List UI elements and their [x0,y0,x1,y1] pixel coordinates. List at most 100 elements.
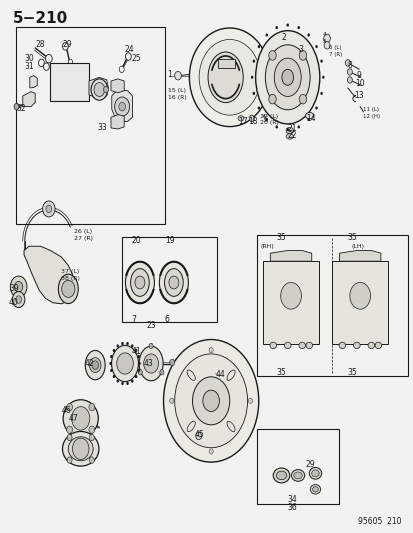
Circle shape [138,362,140,365]
Circle shape [344,60,349,66]
Ellipse shape [63,400,98,437]
Ellipse shape [367,342,374,349]
Text: 35: 35 [347,233,357,241]
Circle shape [265,118,267,121]
Ellipse shape [159,262,188,303]
Circle shape [43,201,55,217]
Text: 2: 2 [281,33,285,42]
Circle shape [323,42,329,49]
Text: 95605  210: 95605 210 [357,517,401,526]
Text: 15 (L): 15 (L) [167,88,185,93]
Circle shape [131,379,133,383]
Ellipse shape [125,262,154,303]
Circle shape [138,370,142,375]
Circle shape [315,45,317,48]
Ellipse shape [68,437,93,461]
Text: 10: 10 [354,79,364,88]
Polygon shape [112,91,132,122]
Bar [218,59,234,68]
Circle shape [249,115,254,122]
Circle shape [135,276,145,289]
Text: 7 (R): 7 (R) [328,52,342,57]
Text: 18: 18 [248,117,257,126]
Text: 17: 17 [237,117,247,126]
Circle shape [67,434,72,441]
Text: 36: 36 [287,503,297,512]
Polygon shape [89,77,108,99]
Circle shape [315,107,317,110]
Circle shape [174,354,247,448]
Circle shape [16,296,21,303]
Text: 5: 5 [322,39,326,44]
Circle shape [209,449,213,454]
Ellipse shape [311,470,318,477]
Ellipse shape [281,69,293,85]
Ellipse shape [298,342,305,349]
Circle shape [149,343,153,349]
Circle shape [46,205,52,213]
Circle shape [252,60,254,63]
Ellipse shape [310,484,320,494]
Ellipse shape [309,467,321,479]
Circle shape [12,292,25,308]
Circle shape [103,86,108,93]
Text: 35: 35 [276,233,286,241]
Ellipse shape [111,345,138,382]
Text: 35: 35 [276,368,286,376]
Circle shape [265,34,267,37]
Ellipse shape [255,31,319,124]
Circle shape [89,358,101,373]
Text: 30: 30 [24,54,34,63]
Circle shape [280,282,301,309]
Polygon shape [111,115,124,129]
Text: 20: 20 [131,237,141,245]
Circle shape [92,361,98,369]
Circle shape [43,63,49,70]
Circle shape [174,71,181,80]
Text: 24: 24 [124,45,133,53]
Circle shape [110,369,112,372]
Text: 6 (L): 6 (L) [328,45,341,51]
Ellipse shape [85,351,105,379]
Polygon shape [270,251,311,261]
Ellipse shape [305,342,312,349]
Text: 35: 35 [347,368,357,376]
Circle shape [192,377,229,425]
Text: 6: 6 [164,316,169,324]
Circle shape [257,107,259,110]
Text: 20 (R): 20 (R) [259,120,278,125]
Circle shape [137,369,140,372]
Text: 8: 8 [347,61,351,69]
Text: (RH): (RH) [260,244,274,249]
Circle shape [10,276,27,297]
Ellipse shape [276,471,286,480]
Text: 19: 19 [165,237,175,245]
Text: 33: 33 [97,124,107,132]
Polygon shape [24,246,74,304]
Ellipse shape [237,116,243,121]
Circle shape [116,344,119,348]
Circle shape [163,340,258,462]
Circle shape [297,26,299,29]
Bar [331,261,387,344]
Circle shape [299,51,306,60]
Circle shape [299,94,306,104]
Ellipse shape [164,269,183,296]
Text: 22: 22 [287,132,297,140]
Text: 37 (L): 37 (L) [61,269,79,274]
Circle shape [62,280,75,297]
Bar [50,63,89,101]
Text: 41: 41 [131,348,141,356]
Circle shape [89,403,95,411]
Text: 32: 32 [17,104,26,113]
Text: 29: 29 [305,461,314,469]
Ellipse shape [293,472,301,479]
Circle shape [66,403,72,411]
Text: 13: 13 [353,92,363,100]
Ellipse shape [353,342,359,349]
Ellipse shape [199,39,260,115]
Circle shape [268,51,275,60]
Circle shape [135,349,137,352]
Circle shape [116,353,133,374]
Circle shape [137,355,140,358]
